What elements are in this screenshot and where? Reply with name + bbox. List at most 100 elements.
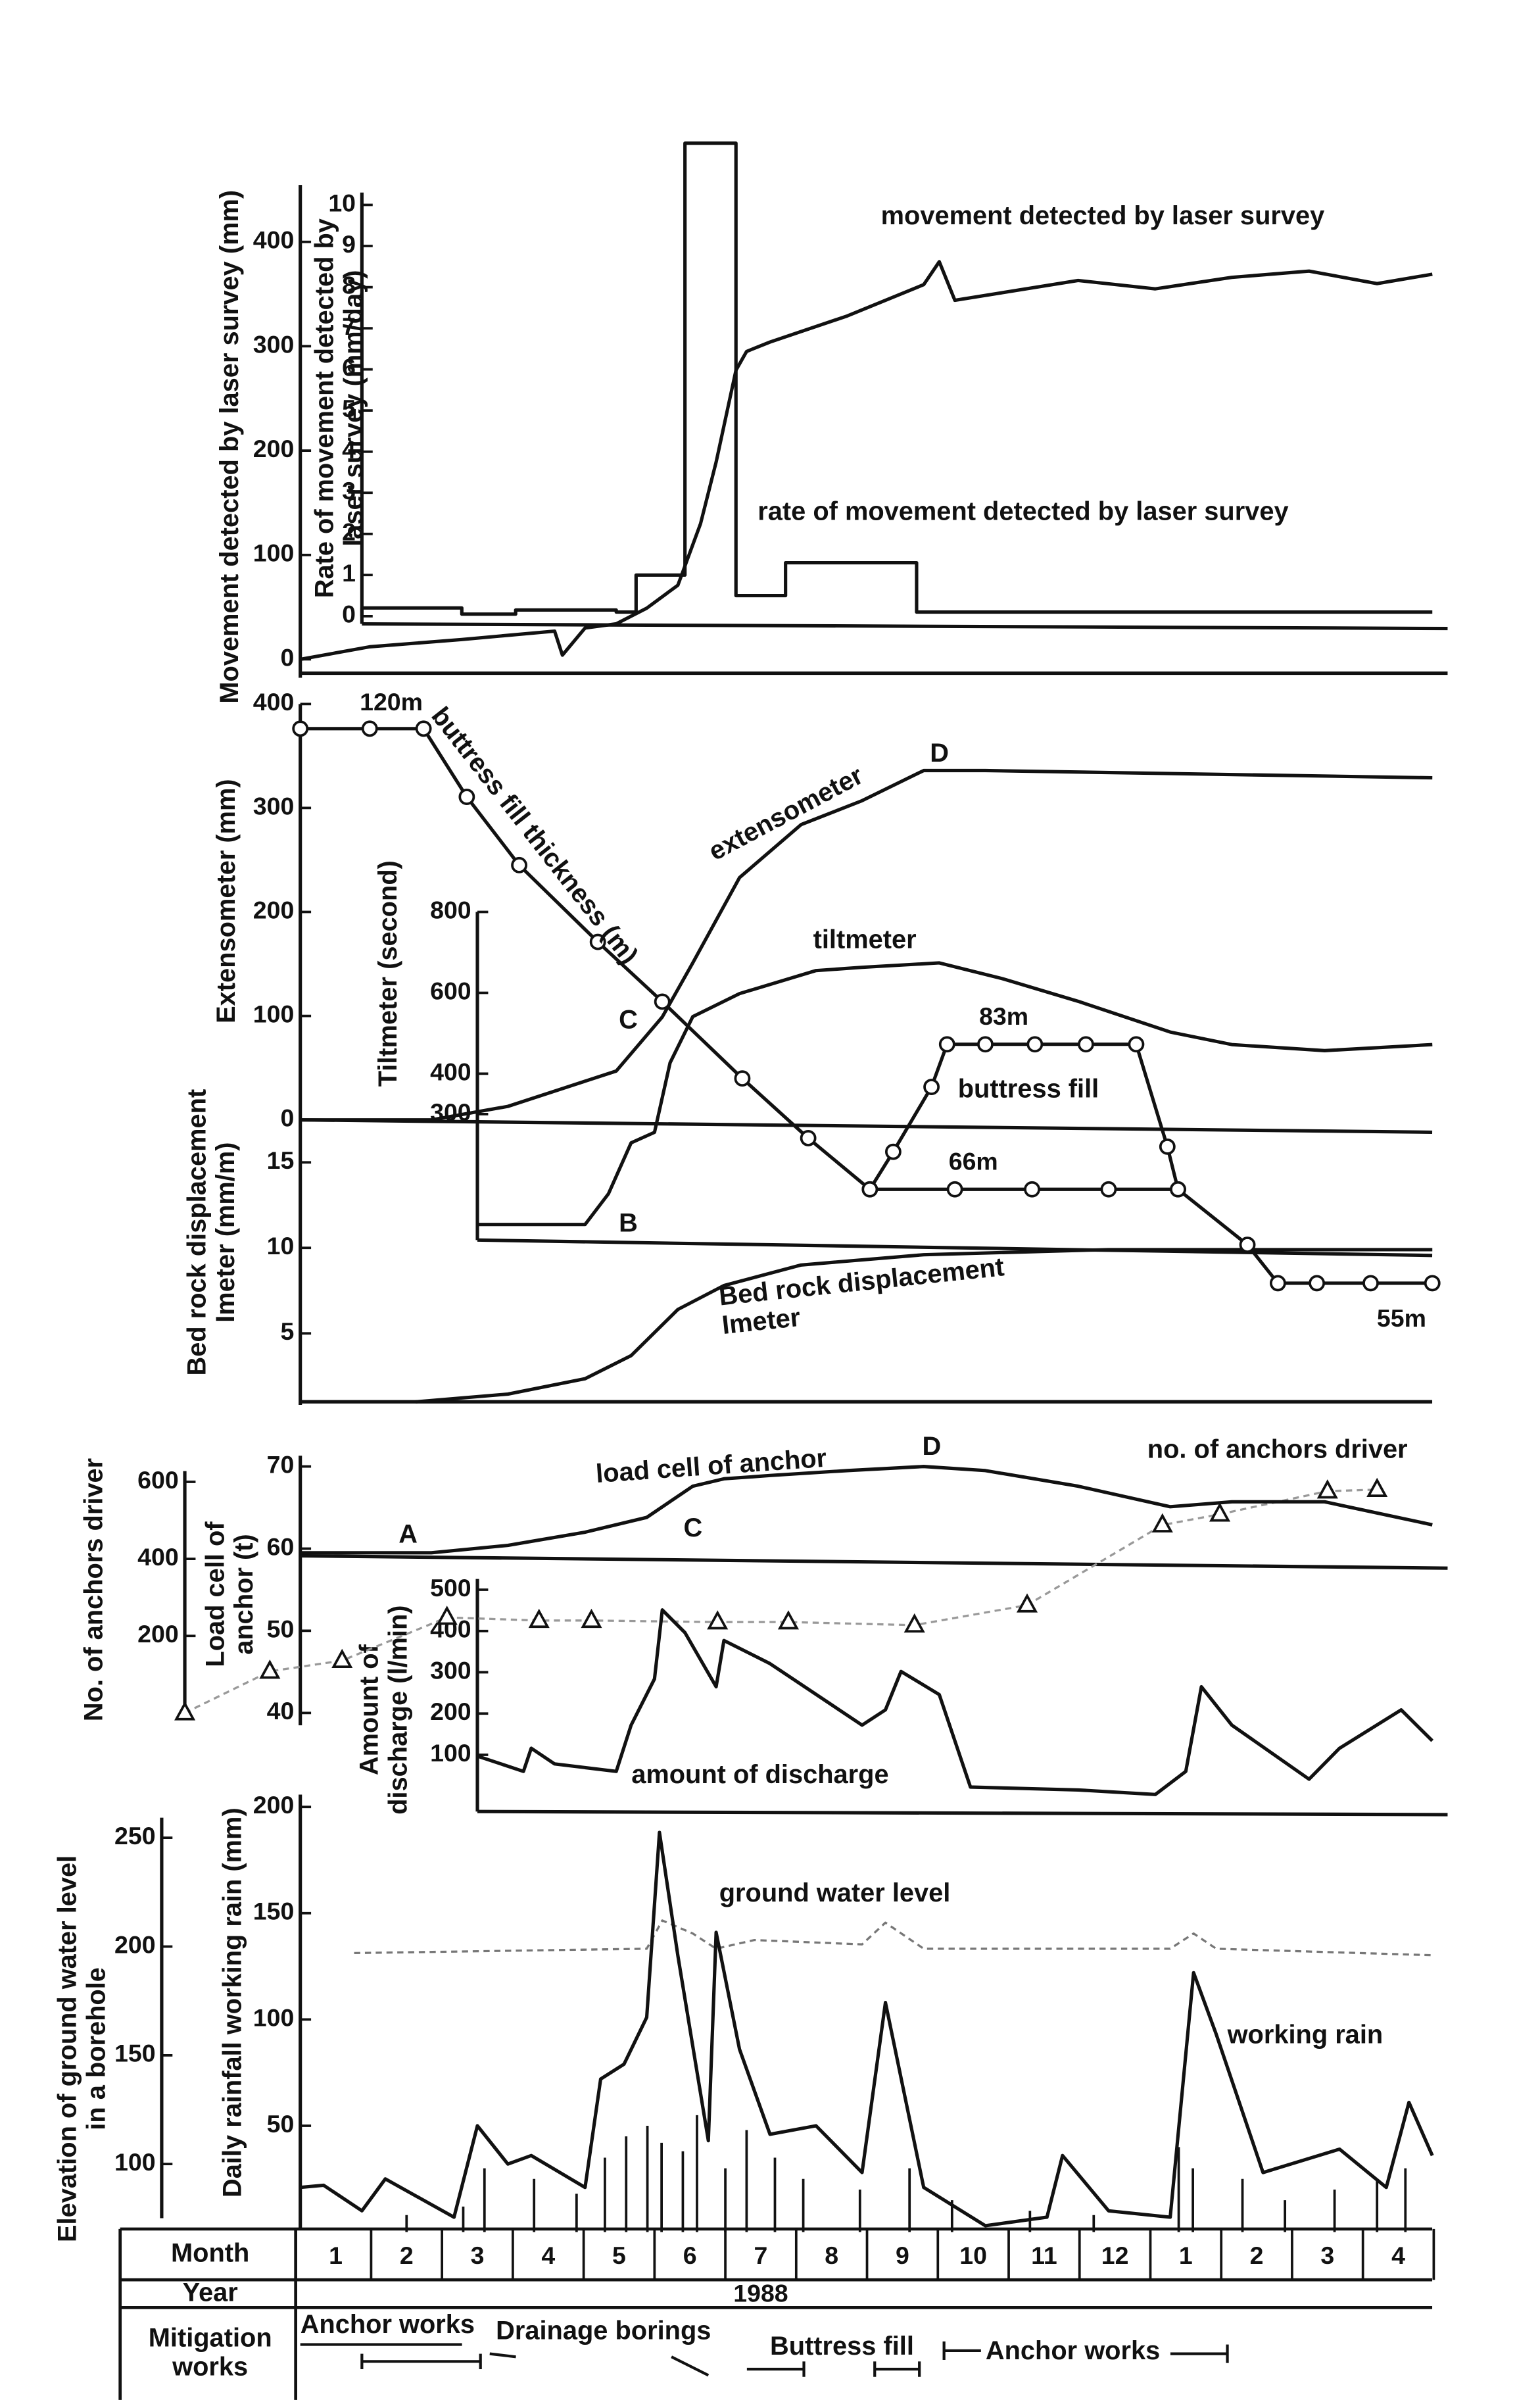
baseline: [362, 622, 1448, 631]
y-tick-label: 50: [267, 2110, 295, 2138]
y-tick-label: 100: [114, 2148, 156, 2176]
point: [361, 720, 378, 737]
works-bracket: [671, 2355, 710, 2377]
value-label: 66m: [949, 1147, 998, 1175]
y-tick-label: 10: [328, 189, 356, 216]
point: [174, 1701, 196, 1721]
y-tick-label: 40: [267, 1697, 295, 1725]
text-line: Amount of: [354, 1644, 383, 1775]
series-line: [184, 1488, 1378, 1714]
annotation: A: [398, 1520, 418, 1549]
works-label: Buttress fill: [770, 2332, 914, 2361]
point: [1128, 1036, 1145, 1053]
y-tick-label: 5: [342, 395, 356, 422]
series-line: [477, 1608, 1434, 1796]
works-label: Anchor works: [986, 2336, 1160, 2365]
works-label: Anchor works: [301, 2310, 475, 2339]
axis-label: Amount ofdischarge (l/min): [354, 1605, 412, 1814]
text-line: Load cell of: [201, 1521, 229, 1667]
point: [1100, 1181, 1117, 1198]
point: [1170, 1181, 1186, 1198]
point: [292, 720, 309, 737]
point: [1424, 1275, 1441, 1292]
point: [331, 1648, 353, 1668]
series-line: [300, 1465, 1433, 1555]
y-tick-label: 0: [280, 643, 294, 671]
y-tick-label: 7: [342, 312, 356, 340]
point: [1209, 1502, 1231, 1522]
month-label: 6: [683, 2242, 697, 2269]
row-header: Mitigation works: [149, 2323, 272, 2381]
y-tick-label: 15: [267, 1146, 295, 1174]
month-label: 3: [471, 2242, 485, 2269]
y-tick-label: 3: [342, 477, 356, 504]
text-line: Bed rock displacement: [182, 1089, 211, 1376]
text-line: in a borehole: [82, 1967, 110, 2130]
y-tick-label: 100: [253, 539, 295, 567]
point: [436, 1606, 458, 1625]
point: [977, 1036, 994, 1053]
axis-label: Movement detected by laser survey (mm): [215, 190, 244, 704]
point: [1024, 1181, 1040, 1198]
axis-label: Extensometer (mm): [212, 779, 241, 1023]
text-line: Mitigation: [149, 2323, 272, 2352]
point: [589, 933, 606, 950]
works-bracket: [489, 2352, 516, 2359]
month-label: 8: [825, 2242, 838, 2269]
text-line: Year: [183, 2278, 238, 2307]
point: [861, 1181, 878, 1198]
text-line: discharge (l/min): [383, 1605, 412, 1814]
y-tick-label: 400: [253, 688, 295, 716]
point: [1316, 1479, 1338, 1499]
point: [1026, 1036, 1044, 1053]
point: [800, 1130, 817, 1146]
month-label: 2: [1250, 2242, 1264, 2269]
point: [581, 1608, 602, 1629]
point: [511, 856, 527, 873]
y-tick-label: 5: [280, 1317, 294, 1345]
month-label: 11: [1031, 2242, 1057, 2269]
y-tick-label: 100: [253, 2003, 295, 2031]
y-tick-label: 100: [430, 1739, 471, 1767]
text-line: laser survey (mm/day): [339, 270, 368, 547]
y-tick-label: 150: [253, 1898, 295, 1925]
point: [938, 1036, 955, 1053]
series-label: buttress fill: [958, 1075, 1099, 1104]
y-tick-label: 1: [342, 559, 356, 587]
axis-label: Elevation of ground water levelin a bore…: [53, 1855, 110, 2242]
value-label: 55m: [1377, 1304, 1426, 1332]
value-label: 120m: [360, 688, 423, 716]
point: [903, 1613, 925, 1633]
annotation: D: [923, 1432, 942, 1461]
series-label: ground water level: [719, 1878, 951, 1907]
y-tick-label: 150: [114, 2040, 156, 2067]
text-line: anchor (t): [229, 1534, 258, 1654]
series-line: [300, 1830, 1434, 2228]
series-label: no. of anchors driver: [1147, 1435, 1408, 1464]
axis-label: Load cell ofanchor (t): [201, 1521, 258, 1667]
annotation: B: [619, 1208, 638, 1237]
y-tick-label: 0: [342, 601, 356, 628]
month-label: 2: [400, 2242, 414, 2269]
y-tick-label: 200: [430, 1698, 471, 1725]
point: [528, 1608, 550, 1629]
point: [259, 1659, 281, 1679]
axis-label: No. of anchors driver: [80, 1458, 108, 1721]
point: [1309, 1275, 1326, 1292]
point: [1151, 1513, 1173, 1533]
text-line: Elevation of ground water level: [53, 1855, 82, 2242]
y-tick-label: 800: [430, 896, 471, 923]
row-header: Month: [171, 2238, 249, 2267]
y-tick-label: 500: [430, 1574, 471, 1602]
y-tick-label: 8: [342, 271, 356, 299]
baseline: [300, 1118, 1433, 1134]
axis-label: Bed rock displacementImeter (mm/m): [182, 1089, 240, 1376]
y-tick-label: 200: [253, 896, 295, 923]
y-tick-label: 200: [114, 1930, 156, 1958]
annotation: C: [684, 1513, 703, 1542]
annotation: D: [930, 739, 949, 768]
series-line: [354, 1919, 1433, 1957]
step-line: [360, 141, 1433, 616]
